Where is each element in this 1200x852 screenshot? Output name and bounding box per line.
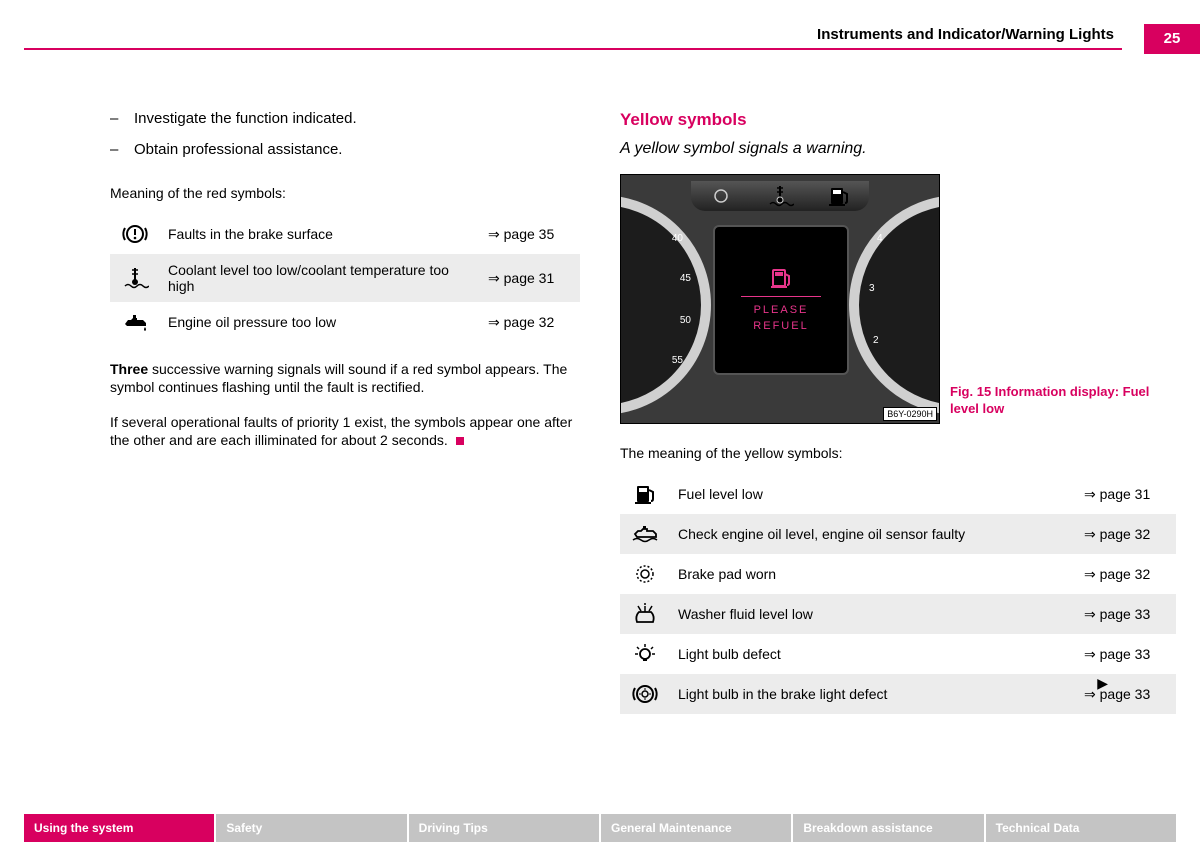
header-rule — [24, 48, 1122, 50]
divider-line — [741, 296, 821, 297]
page-header: Instruments and Indicator/Warning Lights… — [24, 24, 1200, 52]
left-column: – Investigate the function indicated. – … — [110, 110, 580, 792]
gauge-tick: 55 — [672, 355, 683, 366]
symbol-description: Brake pad worn — [670, 554, 1076, 594]
light-bulb-icon — [620, 634, 670, 674]
brake-warning-icon — [110, 214, 160, 254]
nav-tab[interactable]: Technical Data — [986, 814, 1176, 842]
table-row: Brake pad worn⇒ page 32 — [620, 554, 1176, 594]
continue-arrow-icon: ▶ — [1097, 675, 1108, 692]
header-title: Instruments and Indicator/Warning Lights — [817, 26, 1114, 43]
section-subtitle: A yellow symbol signals a warning. — [620, 140, 1176, 158]
table-row: Faults in the brake surface⇒ page 35 — [110, 214, 580, 254]
info-display-screen: PLEASE REFUEL — [713, 225, 849, 375]
section-heading: Yellow symbols — [620, 110, 1176, 130]
figure-code: B6Y-0290H — [883, 407, 937, 421]
section-end-marker-icon — [456, 437, 464, 445]
gauge-tick: 40 — [672, 233, 683, 244]
table-row: Light bulb defect⇒ page 33 — [620, 634, 1176, 674]
list-item-text: Investigate the function indicated. — [134, 110, 357, 127]
indicator-icon — [707, 184, 735, 208]
page-number: 25 — [1144, 24, 1200, 54]
page-reference[interactable]: ⇒ page 33 — [1076, 674, 1176, 714]
list-item: – Obtain professional assistance. — [110, 141, 580, 158]
gauge-tick: 4 — [877, 233, 883, 244]
figure-wrap: 40 45 50 55 4 3 2 — [620, 174, 1176, 424]
page-reference[interactable]: ⇒ page 33 — [1076, 634, 1176, 674]
table-row: Engine oil pressure too low⇒ page 32 — [110, 302, 580, 342]
page-reference[interactable]: ⇒ page 32 — [480, 302, 580, 342]
screen-line: REFUEL — [753, 320, 808, 332]
page-reference[interactable]: ⇒ page 31 — [1076, 474, 1176, 514]
fuel-icon — [620, 474, 670, 514]
paragraph-text: If several operational faults of priorit… — [110, 414, 572, 448]
table-row: Coolant level too low/coolant temperatur… — [110, 254, 580, 302]
symbol-description: Fuel level low — [670, 474, 1076, 514]
action-list: – Investigate the function indicated. – … — [110, 110, 580, 158]
oil-level-icon — [620, 514, 670, 554]
symbol-description: Faults in the brake surface — [160, 214, 480, 254]
washer-fluid-icon — [620, 594, 670, 634]
bottom-tabs: Using the systemSafetyDriving TipsGenera… — [24, 814, 1176, 842]
bold-text: Three — [110, 361, 148, 377]
oil-pressure-icon — [110, 302, 160, 342]
page-reference[interactable]: ⇒ page 35 — [480, 214, 580, 254]
gauge-tick: 50 — [680, 315, 691, 326]
red-symbols-label: Meaning of the red symbols: — [110, 184, 580, 202]
nav-tab[interactable]: Using the system — [24, 814, 214, 842]
dash-icon: – — [110, 110, 120, 127]
right-column: Yellow symbols A yellow symbol signals a… — [620, 110, 1176, 792]
paragraph: Three successive warning signals will so… — [110, 360, 580, 396]
brake-light-icon — [620, 674, 670, 714]
coolant-temp-icon — [110, 254, 160, 302]
table-row: Washer fluid level low⇒ page 33 — [620, 594, 1176, 634]
nav-tab[interactable]: Safety — [216, 814, 406, 842]
nav-tab[interactable]: Driving Tips — [409, 814, 599, 842]
table-row: Fuel level low⇒ page 31 — [620, 474, 1176, 514]
coolant-temp-icon — [766, 184, 794, 208]
dash-icon: – — [110, 141, 120, 158]
top-indicator-strip — [691, 181, 869, 211]
page-reference[interactable]: ⇒ page 32 — [1076, 554, 1176, 594]
speedometer-gauge: 40 45 50 55 — [620, 195, 711, 415]
content-area: – Investigate the function indicated. – … — [110, 110, 1176, 792]
list-item-text: Obtain professional assistance. — [134, 141, 342, 158]
page-reference[interactable]: ⇒ page 33 — [1076, 594, 1176, 634]
gauge-tick: 2 — [873, 335, 879, 346]
red-symbols-table: Faults in the brake surface⇒ page 35Cool… — [110, 214, 580, 342]
symbol-description: Light bulb in the brake light defect — [670, 674, 1076, 714]
nav-tab[interactable]: General Maintenance — [601, 814, 791, 842]
tachometer-gauge: 4 3 2 — [849, 195, 940, 415]
fuel-pump-icon — [767, 266, 795, 290]
brake-pad-icon — [620, 554, 670, 594]
gauge-tick: 3 — [869, 283, 875, 294]
paragraph-text: successive warning signals will sound if… — [110, 361, 567, 395]
symbol-description: Check engine oil level, engine oil senso… — [670, 514, 1076, 554]
dashboard-figure: 40 45 50 55 4 3 2 — [620, 174, 940, 424]
figure-caption: Fig. 15 Information display: Fuel level … — [950, 384, 1150, 418]
symbol-description: Washer fluid level low — [670, 594, 1076, 634]
yellow-symbols-label: The meaning of the yellow symbols: — [620, 444, 1176, 462]
nav-tab[interactable]: Breakdown assistance — [793, 814, 983, 842]
table-row: Check engine oil level, engine oil senso… — [620, 514, 1176, 554]
gauge-tick: 45 — [680, 273, 691, 284]
symbol-description: Light bulb defect — [670, 634, 1076, 674]
list-item: – Investigate the function indicated. — [110, 110, 580, 127]
symbol-description: Coolant level too low/coolant temperatur… — [160, 254, 480, 302]
table-row: Light bulb in the brake light defect⇒ pa… — [620, 674, 1176, 714]
screen-message: PLEASE REFUEL — [753, 303, 808, 334]
paragraph: If several operational faults of priorit… — [110, 413, 580, 449]
yellow-symbols-table: Fuel level low⇒ page 31Check engine oil … — [620, 474, 1176, 714]
fuel-icon — [825, 184, 853, 208]
page-reference[interactable]: ⇒ page 32 — [1076, 514, 1176, 554]
page-reference[interactable]: ⇒ page 31 — [480, 254, 580, 302]
screen-line: PLEASE — [754, 304, 809, 316]
symbol-description: Engine oil pressure too low — [160, 302, 480, 342]
